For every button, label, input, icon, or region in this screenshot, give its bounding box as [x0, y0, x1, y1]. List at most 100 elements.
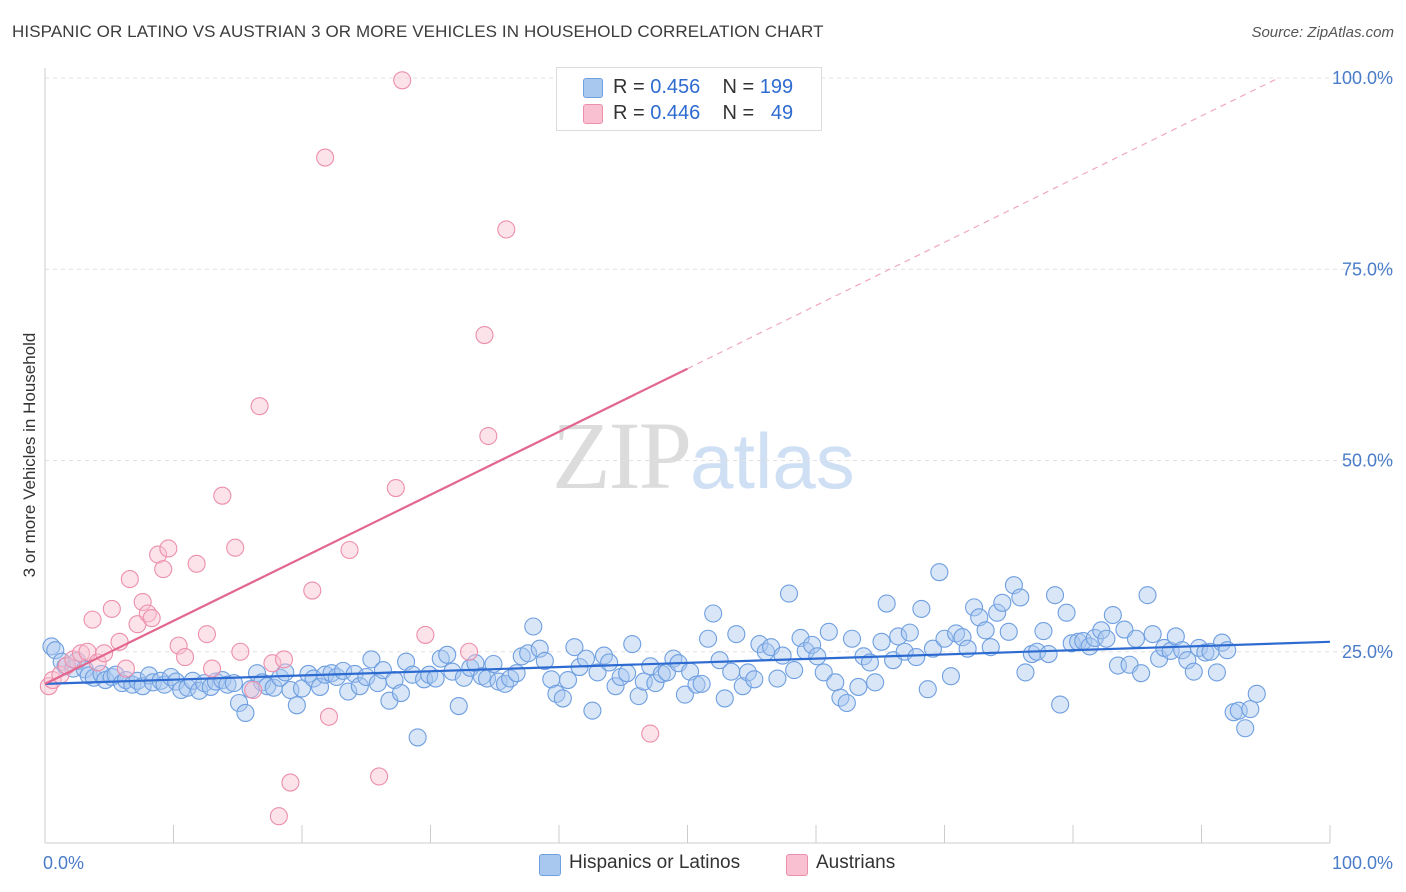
hispanic-point — [133, 677, 152, 696]
hispanic-point — [519, 644, 538, 663]
austrian-point — [213, 486, 232, 505]
hispanic-point — [1051, 695, 1070, 714]
hispanic-point — [699, 629, 718, 648]
x-tick-label: 0.0% — [43, 853, 84, 873]
hispanic-point — [271, 668, 290, 687]
hispanic-point — [1247, 684, 1266, 703]
hispanic-point — [565, 638, 584, 657]
hispanic-point — [583, 701, 602, 720]
hispanic-point — [912, 599, 931, 618]
hispanic-point — [553, 689, 572, 708]
hispanic-point — [692, 674, 711, 693]
legend-r-value: 0.446 — [650, 102, 701, 124]
legend-text-austrian: R = 0.446 N = 49 — [613, 102, 793, 125]
hispanic-point — [524, 617, 543, 636]
hispanic-point — [872, 632, 891, 651]
austrian-point — [176, 648, 195, 667]
hispanic-point — [1045, 586, 1065, 605]
hispanic-point — [1062, 634, 1081, 653]
hispanic-point — [1178, 651, 1197, 670]
austrian-point — [274, 650, 294, 669]
correlation-legend: R = 0.456 N = 199 R = 0.446 N = 49 — [556, 67, 822, 131]
legend-r-label: R = — [613, 102, 645, 124]
austrian-point — [120, 570, 139, 589]
hispanic-point — [588, 663, 607, 682]
series-swatch-austrian — [786, 854, 808, 876]
hispanic-point — [923, 639, 942, 658]
austrian-point — [203, 659, 222, 678]
hispanic-point — [373, 661, 393, 680]
hispanic-point — [449, 697, 468, 716]
data-points — [39, 68, 1266, 826]
austrian-point — [340, 540, 359, 560]
hispanic-point — [930, 563, 949, 582]
hispanic-point — [408, 728, 427, 747]
hispanic-point — [814, 663, 833, 682]
hispanic-point — [46, 641, 65, 660]
hispanic-point — [558, 671, 578, 690]
hispanic-point — [1143, 625, 1162, 644]
hispanic-point — [976, 621, 995, 640]
hispanic-point — [900, 623, 919, 642]
legend-r-value: 0.456 — [650, 76, 701, 98]
hispanic-point — [606, 677, 625, 696]
hispanic-point — [1126, 629, 1146, 648]
hispanic-point — [988, 603, 1007, 622]
hispanic-point — [236, 703, 255, 723]
hispanic-point — [1236, 719, 1255, 738]
austrian-trend-line — [44, 367, 688, 685]
y-tick-label: 25.0% — [1342, 642, 1393, 662]
legend-n-label: N = — [722, 76, 755, 98]
hispanic-point — [646, 674, 665, 693]
chart-title: HISPANIC OR LATINO VS AUSTRIAN 3 OR MORE… — [12, 22, 824, 41]
austrian-point — [154, 560, 173, 579]
hispanic-point — [687, 675, 706, 694]
legend-r-label: R = — [613, 76, 645, 98]
hispanic-point — [768, 669, 787, 688]
hispanic-point — [715, 689, 734, 708]
legend-swatch-austrian — [583, 104, 603, 124]
hispanic-point — [826, 673, 845, 692]
austrian-point — [226, 538, 245, 557]
legend-n-label: N = — [722, 102, 755, 124]
hispanic-point — [722, 662, 741, 681]
hispanic-point — [877, 594, 896, 613]
hispanic-point — [1189, 638, 1208, 657]
hispanic-point — [218, 675, 237, 694]
hispanic-point — [391, 684, 410, 703]
hispanic-point — [600, 653, 619, 672]
hispanic-point — [866, 673, 885, 692]
hispanic-point — [1241, 700, 1260, 719]
hispanic-point — [710, 651, 729, 670]
hispanic-point — [842, 629, 862, 648]
austrian-point — [263, 654, 282, 673]
hispanic-point — [907, 648, 926, 667]
austrian-point — [416, 625, 435, 644]
austrian-point — [142, 609, 161, 628]
hispanic-point — [935, 629, 954, 648]
hispanic-point — [999, 622, 1018, 641]
hispanic-point — [1184, 662, 1203, 681]
hispanic-point — [785, 661, 804, 680]
austrian-point — [133, 592, 152, 612]
hispanic-point — [143, 673, 162, 692]
hispanic-point — [918, 680, 937, 699]
hispanic-point — [965, 598, 984, 617]
y-tick-label: 75.0% — [1342, 259, 1393, 279]
hispanic-point — [889, 627, 908, 646]
austrian-point — [244, 680, 263, 700]
hispanic-point — [426, 669, 445, 688]
austrian-point — [479, 426, 498, 446]
hispanic-point — [733, 677, 752, 696]
hispanic-point — [1207, 663, 1226, 682]
series-swatch-hispanic — [539, 854, 561, 876]
austrian-point — [497, 220, 516, 239]
series-legend: Hispanics or Latinos Austrians — [0, 852, 1406, 878]
austrian-point — [83, 610, 102, 629]
hispanic-point — [745, 670, 764, 689]
hispanic-point — [1011, 588, 1030, 607]
hispanic-point — [1229, 701, 1248, 720]
legend-text-hispanic: R = 0.456 N = 199 — [613, 76, 793, 99]
hispanic-point — [535, 651, 554, 670]
